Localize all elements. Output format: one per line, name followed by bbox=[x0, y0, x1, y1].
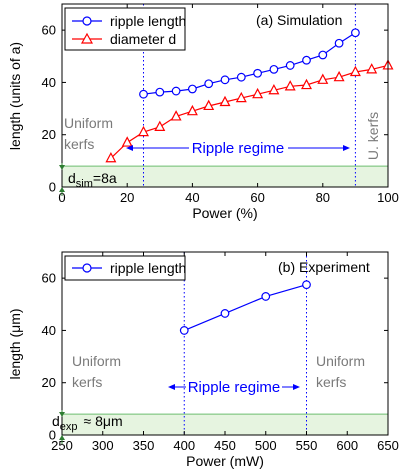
x-tick-label-b-5: 500 bbox=[255, 438, 277, 453]
series-line-b-0 bbox=[184, 284, 307, 331]
ripple-regime-label-b: Ripple regime bbox=[188, 379, 281, 396]
data-point-a-1-0 bbox=[105, 151, 117, 163]
dim-sub-a: sim bbox=[76, 178, 93, 190]
data-point-a-1-14 bbox=[333, 70, 345, 82]
data-point-a-0-3 bbox=[187, 84, 197, 94]
data-point-a-1-6 bbox=[203, 99, 215, 111]
data-point-a-1-12 bbox=[301, 78, 312, 90]
data-point-a-1-5 bbox=[186, 104, 198, 116]
ripple-regime-arrow-b bbox=[168, 384, 300, 390]
panel-title-a: (a) Simulation bbox=[256, 12, 342, 28]
data-point-a-0-0 bbox=[139, 89, 148, 99]
x-tick-label-a-0: 0 bbox=[58, 190, 65, 205]
legend-a: ripple length diameter d bbox=[64, 7, 186, 51]
x-tick-label-b-3: 400 bbox=[173, 438, 195, 453]
data-point-a-1-10 bbox=[268, 83, 280, 95]
x-tick-label-a-1: 20 bbox=[120, 190, 134, 205]
y-axis-label-b: length (μm) bbox=[7, 308, 23, 379]
data-point-a-1-1 bbox=[121, 136, 133, 147]
data-point-a-0-8 bbox=[269, 64, 279, 74]
y-tick-label-b-0: 0 bbox=[49, 428, 56, 443]
data-point-a-1-2 bbox=[138, 125, 149, 137]
legend-marker-ripple-a bbox=[82, 16, 92, 26]
panel-experiment: 250 300 350 400 450 500 550 600 650 0 20 40 60 Power… bbox=[7, 251, 399, 469]
data-point-a-1-13 bbox=[317, 73, 329, 84]
data-point-a-0-13 bbox=[351, 28, 360, 38]
data-point-a-0-1 bbox=[155, 87, 165, 97]
data-point-a-0-5 bbox=[220, 75, 230, 85]
dim-main-a: d bbox=[68, 170, 76, 186]
dimension-arrows-a bbox=[59, 163, 65, 196]
dim-label-b: dexp ≈ 8μm bbox=[52, 413, 123, 433]
data-point-a-0-11 bbox=[318, 50, 328, 60]
data-point-a-0-4 bbox=[204, 79, 214, 89]
x-axis-label-b: Power (mW) bbox=[186, 453, 264, 469]
uniform-kerfs-right-a: U. kerfs bbox=[365, 112, 381, 160]
data-point-a-0-2 bbox=[171, 86, 181, 96]
ripple-regime-arrow-a bbox=[126, 145, 350, 151]
panel-simulation: 0 20 40 60 80 100 0 20 40 60 Power (%) length (un… bbox=[7, 3, 399, 221]
legend-label-ripple-b: ripple length bbox=[110, 260, 186, 276]
data-point-a-1-8 bbox=[235, 91, 247, 103]
y-tick-label-a-0: 0 bbox=[49, 180, 56, 195]
dim-eq-b: ≈ 8μm bbox=[84, 413, 123, 429]
plot-frame-a bbox=[61, 3, 389, 188]
dimension-arrows-b bbox=[59, 410, 65, 444]
data-point-a-1-15 bbox=[349, 65, 361, 77]
y-tick-label-b-3: 60 bbox=[42, 271, 56, 286]
x-tick-label-b-2: 350 bbox=[133, 438, 155, 453]
uniform-kerfs-right-b-line1: Uniform bbox=[316, 353, 365, 369]
y-tick-label-a-3: 60 bbox=[42, 23, 56, 38]
data-point-a-1-11 bbox=[284, 80, 296, 91]
x-tick-label-b-4: 450 bbox=[214, 438, 236, 453]
y-tick-label-b-2: 40 bbox=[42, 323, 56, 338]
data-point-a-1-7 bbox=[219, 95, 231, 107]
x-tick-label-a-5: 100 bbox=[377, 190, 399, 205]
y-tick-label-a-1: 20 bbox=[42, 127, 56, 142]
x-tick-label-a-3: 60 bbox=[250, 190, 264, 205]
legend-marker-diameter-a bbox=[80, 32, 94, 44]
y-tick-label-b-1: 20 bbox=[42, 375, 56, 390]
x-tick-label-b-8: 650 bbox=[377, 438, 399, 453]
data-point-b-0-1 bbox=[220, 309, 230, 318]
data-point-a-0-9 bbox=[285, 61, 295, 70]
dim-main-b: d bbox=[52, 413, 60, 429]
x-tick-label-b-0: 250 bbox=[51, 438, 73, 453]
data-point-b-0-3 bbox=[302, 280, 311, 290]
data-point-b-0-0 bbox=[179, 326, 189, 335]
data-point-a-0-10 bbox=[302, 55, 311, 65]
data-point-a-1-4 bbox=[170, 110, 182, 121]
dim-sub-b: exp bbox=[60, 421, 78, 433]
data-point-b-0-2 bbox=[261, 292, 271, 301]
y-tick-label-a-2: 40 bbox=[42, 75, 56, 90]
uniform-kerfs-left-b-line2: kerfs bbox=[72, 374, 102, 390]
ripple-regime-label-a: Ripple regime bbox=[192, 140, 285, 157]
dim-eq-a: =8a bbox=[93, 170, 117, 186]
legend-label-diameter-a: diameter d bbox=[110, 31, 176, 47]
data-point-a-1-3 bbox=[154, 120, 166, 131]
x-tick-label-b-1: 300 bbox=[92, 438, 114, 453]
legend-b: ripple length bbox=[64, 255, 186, 281]
x-tick-label-a-4: 80 bbox=[316, 190, 330, 205]
uniform-kerfs-left-b-line1: Uniform bbox=[72, 353, 121, 369]
uniform-kerfs-left-a-line1: Uniform bbox=[64, 115, 113, 131]
data-point-a-0-12 bbox=[334, 38, 344, 48]
y-axis-label-a: length (units of a) bbox=[7, 42, 23, 150]
x-tick-label-a-2: 40 bbox=[185, 190, 199, 205]
data-point-a-1-16 bbox=[366, 63, 378, 74]
uniform-kerfs-right-b-line2: kerfs bbox=[316, 374, 346, 390]
x-axis-label-a: Power (%) bbox=[192, 205, 257, 221]
data-point-a-0-6 bbox=[236, 72, 246, 82]
legend-label-ripple-a: ripple length bbox=[110, 13, 186, 29]
data-point-a-0-7 bbox=[253, 68, 263, 78]
data-point-a-1-9 bbox=[252, 87, 264, 99]
legend-marker-ripple-b bbox=[82, 263, 92, 273]
uniform-kerfs-left-a-line2: kerfs bbox=[64, 136, 94, 152]
panel-title-b: (b) Experiment bbox=[278, 259, 370, 275]
dim-label-a: dsim=8a bbox=[68, 170, 117, 190]
x-tick-label-b-7: 600 bbox=[336, 438, 358, 453]
x-tick-label-b-6: 550 bbox=[296, 438, 318, 453]
